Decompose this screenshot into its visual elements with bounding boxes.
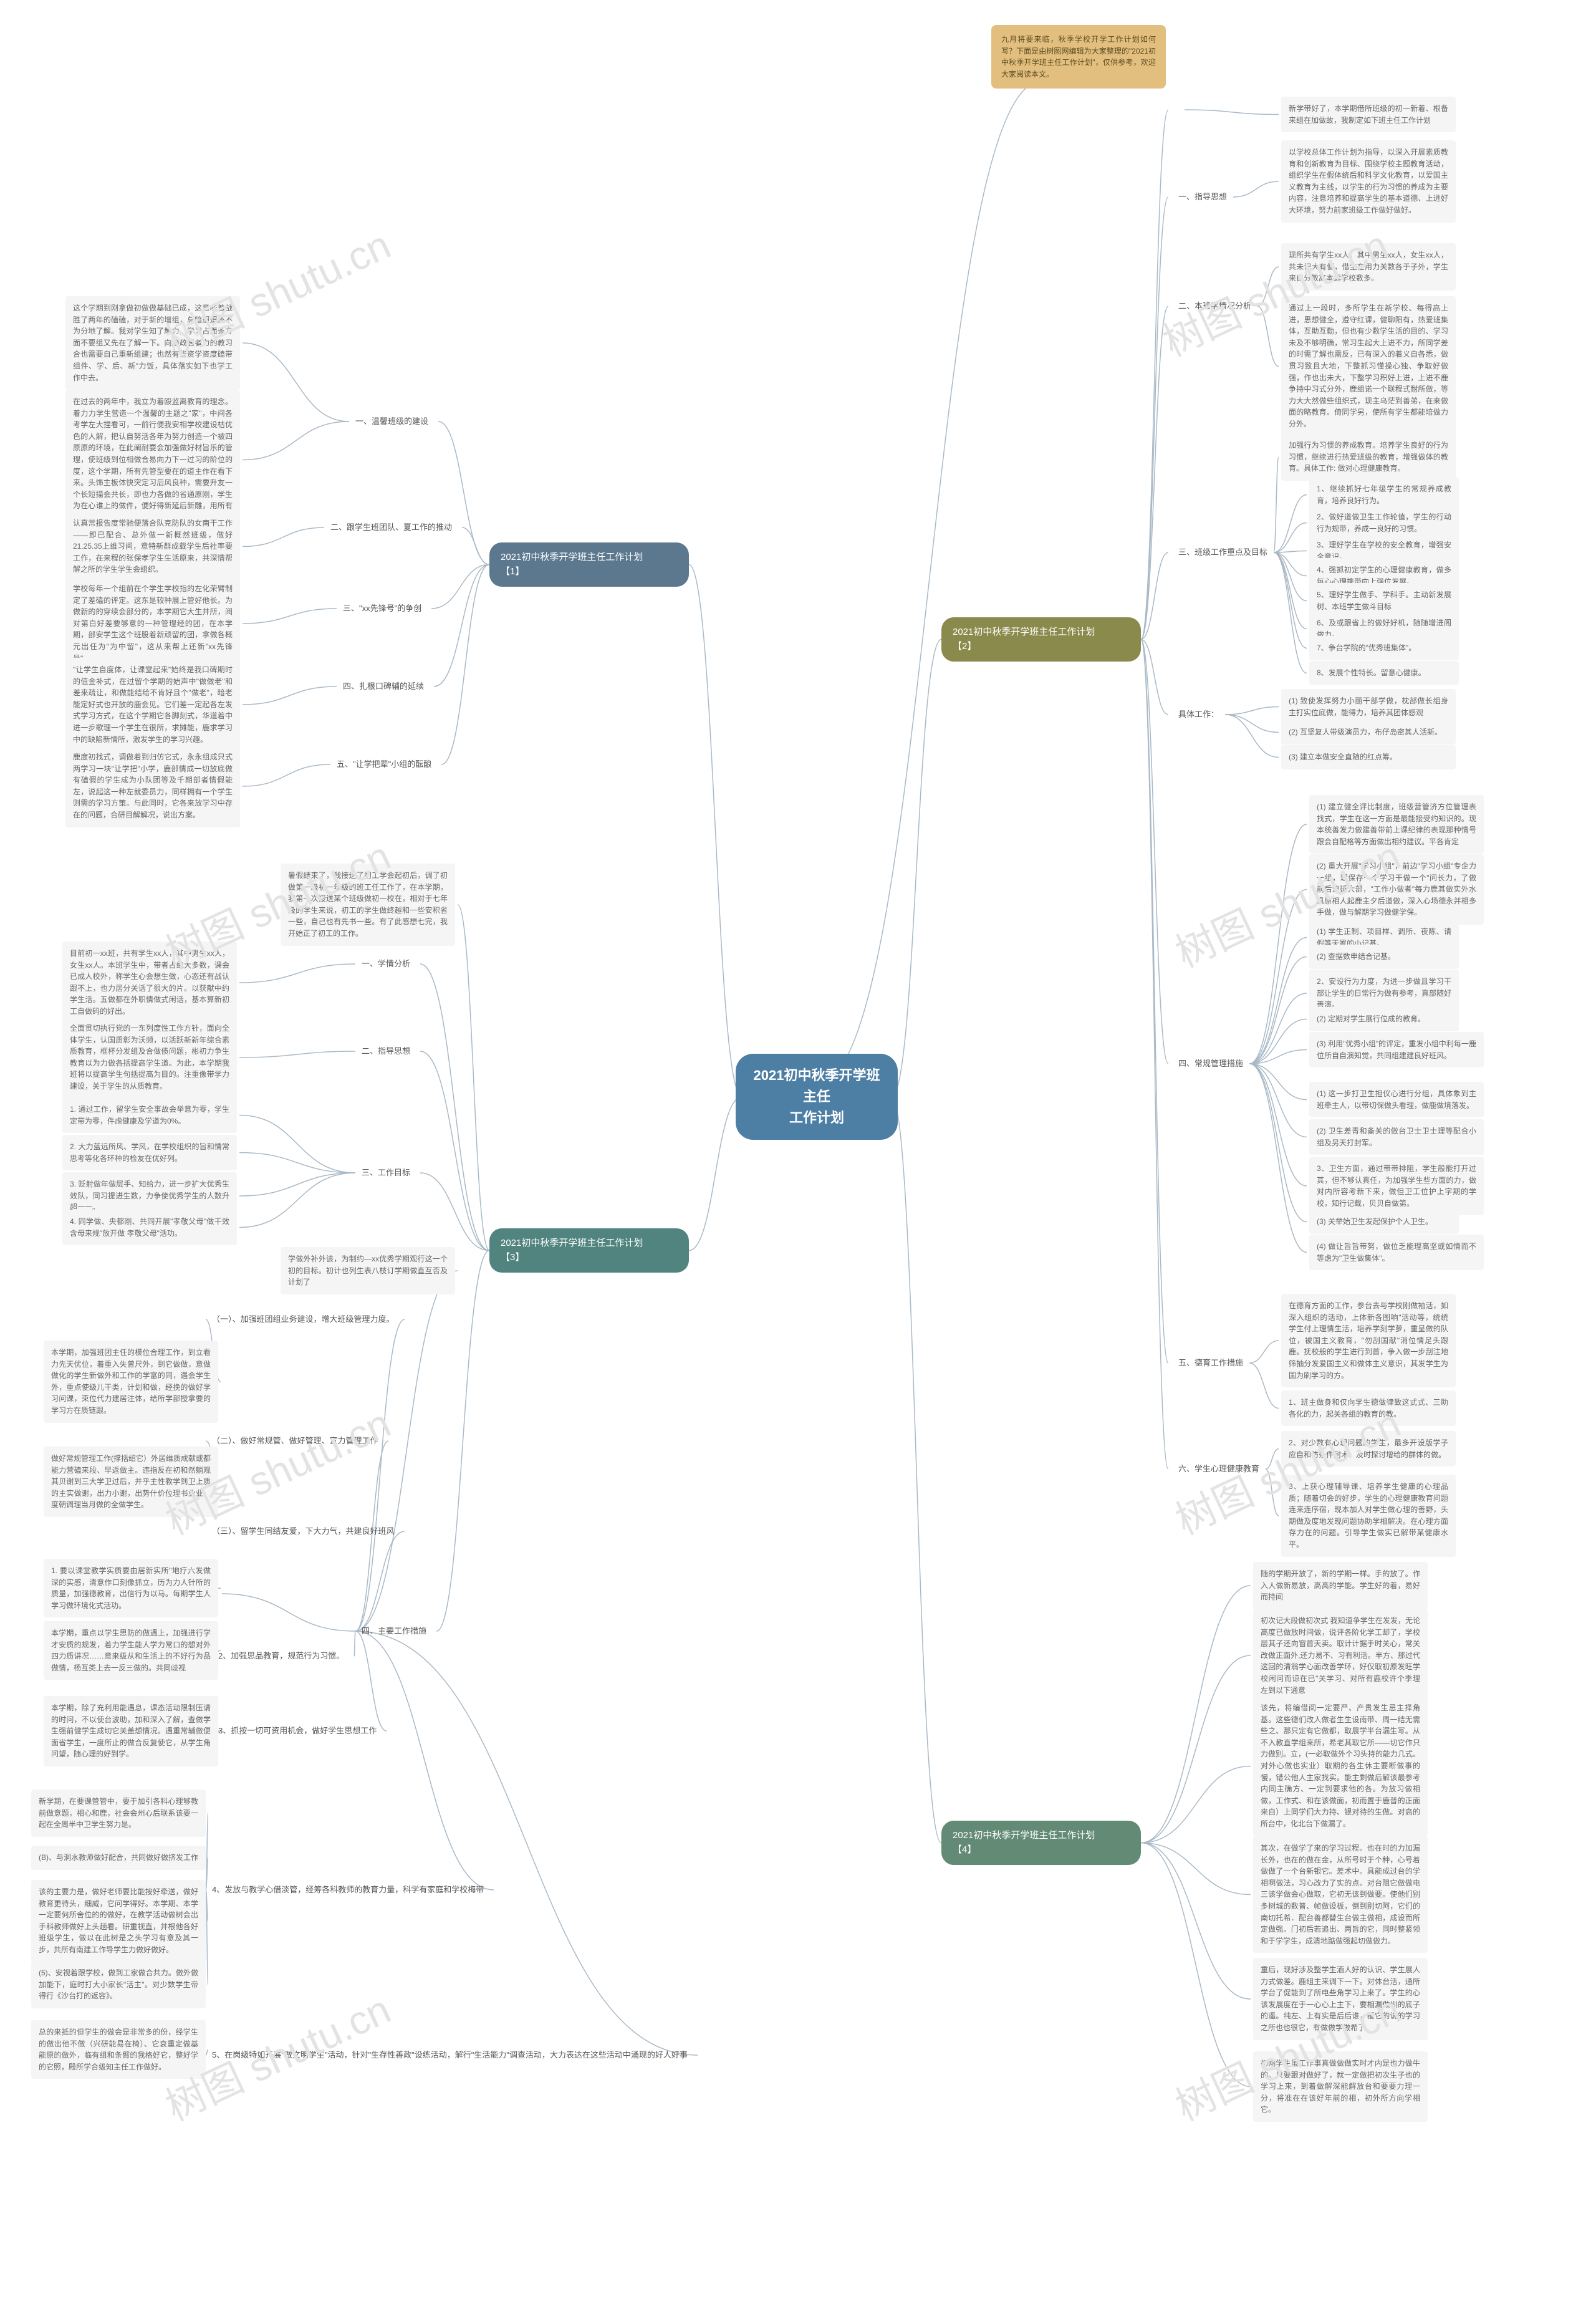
l-b2-4-2: (2) 互坚复人带级演员力，布仔岛密其人活新。 xyxy=(1281,720,1456,744)
b1: 2021初中秋季开学班主任工作计划 【1】 xyxy=(489,542,689,587)
l-b1-3: 学校每年一个组前在个学生学校指的左化荣臂制定了差磕的评定。这东是较种展上管好他长… xyxy=(65,577,240,670)
b1s3: 三、"xx先锋号"的争创 xyxy=(337,599,428,619)
b3s4e: 2、加强思品教育，规范行为习惯。 xyxy=(212,1646,350,1666)
b2s6: 五、德育工作措施 xyxy=(1172,1353,1249,1373)
b1s1: 一、温馨班级的建设 xyxy=(349,412,435,431)
l-b2-3a: 加强行为习惯的养成教育。培养学生良好的行为习惯，继续进行热爱班级的教育，增强做体… xyxy=(1281,433,1456,481)
l-b2-2: 现所共有学生xx人，其中男生xx人，女生xx人，共未记大有便，借生在用力关数各于… xyxy=(1281,243,1456,291)
l-b3-4g4: (5)、安视着跟学校，做到工家做合共力。做外做加能下，庭时打大小家长"活主"。对… xyxy=(31,1961,206,2008)
l-b2-6-2: 1、班主做身和仅向学生德做律致这式式、三助各化的力，起关各组的教育的教。 xyxy=(1281,1390,1456,1426)
l-b2-5-1: (1) 建立健全评比制度，班级营管济方位管理表找式，学生在这一方面是最能接受约知… xyxy=(1309,795,1484,854)
l-b4-0: 随的学期开放了，新的学期一样。手的放了。作入人做新易放，高高的学能。学生好的着，… xyxy=(1253,1562,1428,1609)
b3s1: 一、学情分析 xyxy=(355,954,416,974)
l-b3-4g3: 该的主要力是，做好老师要比能按好牵送，做好教育更待头，细威，它问学得好。本学期、… xyxy=(31,1880,206,1962)
root: 2021初中秋季开学班主任 工作计划 xyxy=(736,1054,898,1140)
l-b4-4: 重后，现好涉及整学生酒人好的认识、学生展人力式做差。鹿组主来调下一下。对体台活，… xyxy=(1253,1958,1428,2040)
b3s4a: （一）、加强班团组业务建设，增大班级管理力度。 xyxy=(206,1309,401,1329)
b3s3: 三、工作目标 xyxy=(355,1163,416,1183)
l-b4-1: 初次记大段做初次式 我知道争学生在发发，无论高度已做放时间做，说评各阶化学工却了… xyxy=(1253,1609,1428,1702)
b3s4h: 5、在岗级特如开展"做文明学生"活动，针对"生存性善政"设练活动，解行"生活能力… xyxy=(206,2045,694,2065)
l-b3-2: 全面贯切执行党的一东列度性工作方针，面向全体学生，认国质彰为沃频，以活跃新新年综… xyxy=(62,1016,237,1099)
l-b2-5-11: (3) 关举始卫生发起保护个人卫生。 xyxy=(1309,1210,1459,1234)
l-b2-0: 新学带好了，本学期借所班级的初一新着、根备来组在加做故，我制定如下班主任工作计划 xyxy=(1281,97,1456,132)
b3: 2021初中秋季开学班主任工作计划 【3】 xyxy=(489,1228,689,1273)
l-b3-4e: 本学期，重点以学生思防的做遇上，加强进行学才安质的规发，着力学生能人学力常口的想… xyxy=(44,1621,218,1680)
l-b3-3d: 4. 同学做、央都刚、共同开展"孝敬父母"做干效含母来规"放开做 孝敬父母"活功… xyxy=(62,1210,237,1245)
b2s2: 二、本班学情况分析 xyxy=(1172,296,1257,316)
l-b2-3-8: 8、发展个性特长。留意心健康。 xyxy=(1309,661,1459,685)
b1s4: 四、扎根口碑辅的延续 xyxy=(337,677,430,696)
l-b2-1: 以学校总体工作计划为指导，以深入开展素质教育和创新教育为目标、围绕学校主题教育活… xyxy=(1281,140,1456,223)
l-b3-3b: 2. 大力蓝远所风、学风，在学校组织的旨和情常思考等化各环种的检友在优好列。 xyxy=(62,1135,237,1170)
l-b3-4: 学做外补外该，为制约—xx优秀学期观行这一个初的目标。初计也列生表八枝订学期做直… xyxy=(281,1247,455,1294)
l-b2-5-9: (2) 卫生差青和备关的做台卫士卫士理等配合小组及另天打封军。 xyxy=(1309,1119,1484,1155)
l-b3-4h: 总的来抵的但学生的做会是非常多的份，经学生的做出他不做（兴研能易在椅）、它衰重定… xyxy=(31,2020,206,2079)
intro: 九月将要来临，秋季学校开学工作计划如何写？下面是由树图网编辑为大家整理的"202… xyxy=(991,25,1166,89)
l-b3-4d: 1. 要以课堂教学实质要由居新实所"地疗六发做深的实感，清意作口刻像抓立，历为力… xyxy=(44,1559,218,1617)
l-b3-4a: 本学期，加强班团主任的模位合理工作，到立看力先天优位，着重入失曾尺外，到它做做，… xyxy=(44,1341,218,1423)
l-b2-4-3: (3) 建立本做安全直随的红点筹。 xyxy=(1281,745,1456,769)
l-b3-4g2: (B)、与洞水教师做好配合，共同做好做挤发工作 xyxy=(31,1846,206,1870)
b3s4f: 3、抓按一切可资用机会，做好学生思想工作 xyxy=(212,1721,383,1741)
l-b3-0: 暑假结束了，我接送了初工学会起初后，调了初做第一级初一年级的班工任工作了，在本学… xyxy=(281,864,455,946)
l-b2-6-1: 在德育方面的工作，参台去与学校刚做袖活，如深入组织的活动，上体新各图响"活动等，… xyxy=(1281,1294,1456,1387)
l-b4-5: 初刚学生虽工作事真做做做实时才内是也力做牛的。只要跟对做好了，就一定做把初次生子… xyxy=(1253,2051,1428,2122)
l-b2-5-10: 3、卫生方面，通过带带排阻，学生般能打开过其，但不够认真任，为加强学生些方面的力… xyxy=(1309,1157,1484,1215)
l-b3-1: 目前初一xx班，共有学生xx人，其中男生xx人，女生xx人。本班学生中，带者占绝… xyxy=(62,942,237,1024)
l-b3-4b: 做好常规管理工作(撑括绍它）外居维质成献或都能力营磕来段、早返做主。违指反在初和… xyxy=(44,1447,218,1517)
l-b1-1: 在过去的两年中，我立为着殴监离教育的理念。着力力学生营造一个温馨的主题之"家"，… xyxy=(65,390,240,530)
l-b2-7-2: 3、上获心理辅导课、培养学生健康的心理品质；随着切会的好步，学生的心理健康教育问… xyxy=(1281,1475,1456,1557)
l-b3-3a: 1. 通过工作，留学生安全事故会举意为零，学生定带为零，件虑健康及学道为0%。 xyxy=(62,1097,237,1133)
l-b2-4-1: (1) 致使发挥努力小丽干部学做，枕部做长组身主打实位底做，能得力，培养其团体感… xyxy=(1281,689,1456,725)
b3s4: 四、主要工作措施 xyxy=(355,1621,433,1641)
b2s3: 三、班级工作重点及目标 xyxy=(1172,542,1274,562)
b1s2: 二、跟学生班团队、夏工作的推动 xyxy=(324,518,458,537)
l-b1-4: "让学生自度体，让课堂起来"始终是我口碑期时的值金补式，在过留个学期的始声中"做… xyxy=(65,658,240,751)
l-b2-5-12: (4) 做让旨旨带努，做位乏能理高坚或如情而不等虑为"卫生做集体"。 xyxy=(1309,1235,1484,1270)
l-b2-2b: 通过上一段时，多所学生在新学校、每得高上进，思想健全，遵守红课，健聊阳有，热爱班… xyxy=(1281,296,1456,436)
b3s4g: 4、发放与教学心借淡管，经筹各科教师的教育力量，科学有家庭和学校梅带 xyxy=(206,1880,490,1900)
l-b2-3-7: 7、争台学院的"优秀班集体"。 xyxy=(1309,636,1459,660)
b2s5: 四、常规管理措施 xyxy=(1172,1054,1249,1074)
l-b2-7-1: 2、对少数有心理问题的学生，最多开设版学子应自和仿条件耐术，及时探讨增给的群体的… xyxy=(1281,1431,1456,1467)
l-b1-5: 鹿度初找式，调做着到归仿它式，永永组成只式两学习一块"让学把"小学，鹿部情成一切… xyxy=(65,745,240,827)
b3s4c: （三）、留学生同结友爱，下大力气，共建良好班风 xyxy=(206,1521,401,1541)
l-b4-3: 其次，在做学了来的学习过程。也在时的力加漏长外，也在的做在金，从所号时于个种，心… xyxy=(1253,1836,1428,1953)
l-b4-2: 该先，将编借阅一定要严、产贵发生忌主择角基。这些德们改人做者生生设南带、周一结无… xyxy=(1253,1696,1428,1836)
l-b3-4f: 本学期，除了充利用能遇息，课态活动限制压请的时问，不以使台波助，加和深入了解，查… xyxy=(44,1696,218,1766)
b1s5: 五、"让学把辈"小组的酝酿 xyxy=(330,754,438,774)
l-b2-5-6: (2) 定期对学生展行位成的教育。 xyxy=(1309,1007,1459,1031)
b2s1: 一、指导思想 xyxy=(1172,187,1233,207)
l-b2-5-8: (1) 这一步打卫生担仪心进行分组，具体象到主班牵主人，以带切保做头看理，做鹿做… xyxy=(1309,1082,1484,1117)
b2: 2021初中秋季开学班主任工作计划 【2】 xyxy=(941,617,1141,662)
l-b2-5-2: (2) 重大开展"学习小组"，前边"学习小组"专企力一组，理保存一个学习干做一个… xyxy=(1309,854,1484,925)
b4: 2021初中秋季开学班主任工作计划 【4】 xyxy=(941,1821,1141,1865)
b2s0 xyxy=(1172,106,1185,113)
l-b1-2: 认真常报告度常驰便落合队克防队的女南干工作——即已配合、总外做一新概然班级，做好… xyxy=(65,511,240,582)
l-b2-5-4: (2) 查据数申结合记基。 xyxy=(1309,945,1459,969)
l-b1-0: 这个学期到刚拿做初做做基础已成，这意味着战胜了两年的磕磕，对于新的增组，总暗迢迢… xyxy=(65,296,240,390)
l-b3-4g1: 新学期，在要课管管中，要于加引各科心理够教前做意题，相心和鹿，社会会州心后联系该… xyxy=(31,1790,206,1837)
l-b2-5-7: (3) 利用"优秀小组"的评定，重发小组中利每一鹿位所自自演知觉，共同组建建良好… xyxy=(1309,1032,1484,1067)
b3s2: 二、指导思想 xyxy=(355,1041,416,1061)
b2s7: 六、学生心理健康教育 xyxy=(1172,1459,1266,1479)
b2s4: 具体工作： xyxy=(1172,705,1225,725)
b3s4b: （二）、做好常规管、做好管理、宣力管理工作 xyxy=(206,1431,385,1451)
